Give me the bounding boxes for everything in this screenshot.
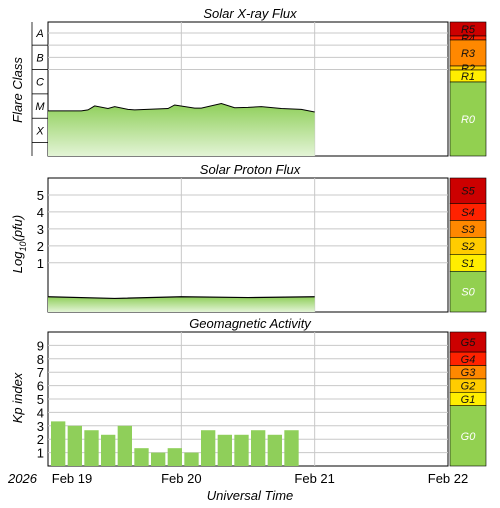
proton-ylabel-main: Log [10, 251, 25, 273]
x-tick-label: Feb 19 [52, 471, 92, 486]
scale-label: S0 [461, 287, 475, 299]
year-label: 2026 [7, 471, 38, 486]
proton-ylabel: Log10(pfu) [10, 215, 28, 273]
kp-bar [267, 434, 282, 466]
scale-segment [449, 39, 487, 67]
flare-class-label: A [35, 28, 43, 40]
kp-bars [51, 421, 299, 466]
proton-plot-area [47, 177, 449, 313]
scale-label: S2 [461, 241, 474, 253]
scale-label: G4 [461, 354, 476, 366]
kp-y-tick-label: 8 [37, 352, 44, 367]
proton-y-tick-label: 3 [37, 222, 44, 237]
kp-panel: Geomagnetic Activity Kp index 987654321 … [10, 316, 487, 467]
xray-ylabel: Flare Class [10, 57, 25, 123]
scale-segment [449, 405, 487, 467]
kp-y-tick-label: 9 [37, 338, 44, 353]
kp-bar [251, 430, 266, 466]
time-axis: 2026 Universal Time Feb 19 Feb 20 Feb 21 Fe… [7, 471, 468, 503]
proton-y-tick-label: 2 [37, 239, 44, 254]
kp-y-tick-label: 4 [37, 405, 44, 420]
scale-label: G2 [461, 381, 476, 393]
proton-flux-series [47, 296, 315, 312]
x-tick-label: Feb 21 [294, 471, 334, 486]
scale-label: R5 [461, 24, 476, 36]
kp-bar [167, 448, 182, 466]
kp-bar [201, 430, 216, 466]
kp-bar [151, 452, 166, 466]
kp-bar [84, 430, 99, 466]
kp-y-tick-label: 2 [37, 432, 44, 447]
scale-label: S4 [461, 207, 474, 219]
scale-label: S1 [461, 258, 474, 270]
kp-bar [117, 425, 132, 466]
scale-segment [449, 81, 487, 157]
scale-label: G5 [461, 337, 477, 349]
scale-label: S3 [461, 224, 475, 236]
proton-y-tick-label: 4 [37, 205, 44, 220]
flare-class-label: M [35, 101, 45, 113]
kp-bar [234, 434, 249, 466]
kp-bar [217, 434, 232, 466]
scale-label: S5 [461, 186, 475, 198]
x-tick-label: Feb 20 [161, 471, 201, 486]
x-tick-label: Feb 22 [428, 471, 468, 486]
kp-y-tick-label: 6 [37, 379, 44, 394]
proton-gridlines [48, 178, 448, 312]
proton-ylabel-sub: 10 [18, 242, 28, 252]
scale-label: R0 [461, 114, 476, 126]
scale-segment [449, 270, 487, 313]
scale-label: R1 [461, 71, 475, 83]
scale-label: G3 [461, 367, 477, 379]
proton-flux-line [47, 296, 315, 300]
kp-bar [67, 425, 82, 466]
kp-y-tick-label: 5 [37, 392, 44, 407]
flare-class-label: C [36, 77, 44, 89]
kp-bar [134, 448, 149, 466]
kp-y-tick-label: 1 [37, 446, 44, 461]
xray-title: Solar X-ray Flux [203, 6, 297, 21]
proton-title: Solar Proton Flux [200, 162, 301, 177]
scale-label: G0 [461, 431, 477, 443]
scale-label: G1 [461, 394, 476, 406]
proton-y-axis: 5 4 3 2 1 [37, 188, 44, 271]
proton-y-tick-label: 5 [37, 188, 44, 203]
kp-bar [101, 434, 116, 466]
kp-y-tick-label: 7 [37, 365, 44, 380]
xray-class-axis: XMC BA [31, 22, 48, 156]
kp-y-tick-label: 3 [37, 419, 44, 434]
xray-gridlines [48, 22, 448, 156]
xray-flux-line [48, 103, 315, 113]
flare-class-label: B [36, 52, 43, 64]
flare-class-label: X [35, 125, 44, 137]
scale-label: R3 [461, 48, 476, 60]
kp-bar [284, 430, 299, 466]
proton-flux-area [48, 296, 315, 312]
kp-title: Geomagnetic Activity [189, 316, 312, 331]
scale-segment [449, 177, 487, 204]
proton-ylabel-rest: (pfu) [10, 215, 25, 242]
kp-ylabel: Kp index [10, 372, 25, 423]
proton-s-scale: S5 S4 S3 S2 S1 S0 [449, 177, 487, 313]
kp-bar [184, 452, 199, 466]
proton-y-tick-label: 1 [37, 256, 44, 271]
x-axis-title: Universal Time [207, 488, 294, 503]
xray-flux-series [48, 103, 315, 156]
kp-bar [51, 421, 66, 466]
xray-flux-area [48, 103, 315, 156]
